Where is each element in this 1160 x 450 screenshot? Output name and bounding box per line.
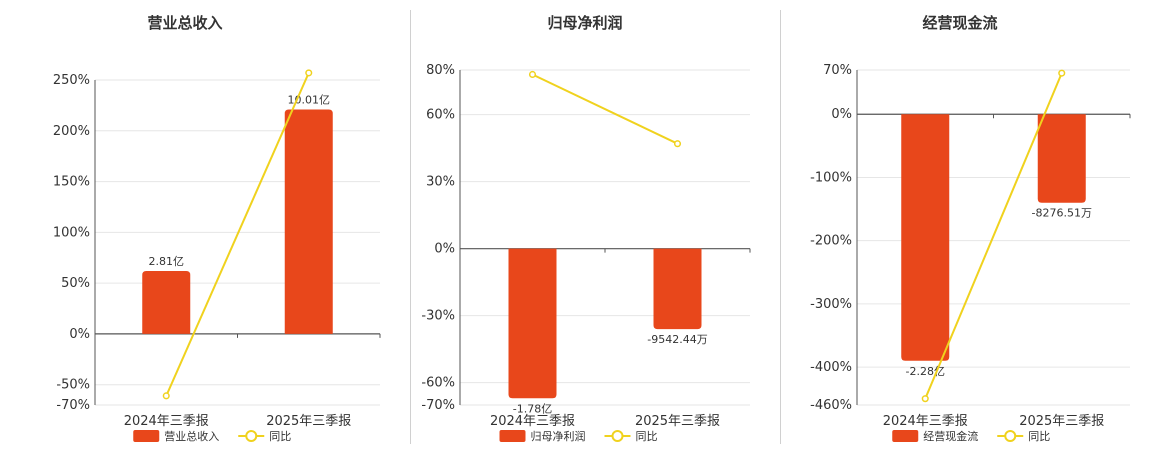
chart-svg-net-profit: 80% 60% 30% 0% -30% -60% -70% -1.78亿 -9542.44万 20… (421, 63, 751, 443)
y-tick-label: -60% (421, 376, 455, 391)
y-tick-label: -100% (810, 170, 852, 185)
legend-line-marker (611, 430, 624, 442)
chart-title: 归母净利润 (547, 14, 623, 32)
bar (901, 114, 950, 361)
x-category-label: 2024年三季报 (490, 414, 575, 429)
y-tick-label: -70% (56, 398, 90, 413)
x-category-label: 2024年三季报 (883, 414, 968, 429)
y-tick-label: 50% (61, 276, 90, 291)
panel-divider (780, 10, 781, 444)
legend-bar-swatch (133, 430, 160, 442)
y-tick-label: 250% (53, 73, 90, 88)
y-tick-label: 70% (823, 63, 852, 78)
bar (142, 270, 191, 334)
yoy-point (528, 70, 537, 79)
y-tick-label: -460% (810, 398, 852, 413)
yoy-line (924, 72, 1063, 400)
bar-data-label: -8276.51万 (1032, 207, 1092, 220)
y-tick-label: 200% (53, 124, 90, 139)
y-tick-label: 0% (831, 107, 852, 122)
x-category-label: 2025年三季报 (1019, 414, 1104, 429)
bar (1037, 114, 1086, 203)
chart-svg-cash-flow: 70%0%-100%-200%-300%-400%-460%-2.28亿-827… (810, 63, 1131, 443)
yoy-point (673, 140, 682, 148)
bar-data-label: 2.81亿 (149, 255, 185, 268)
yoy-point (162, 392, 170, 400)
y-tick-label: 150% (53, 175, 90, 190)
legend-line-label: 同比 (636, 430, 658, 443)
bar (284, 109, 333, 334)
legend-bar-label: 经营现金流 (923, 429, 978, 443)
yoy-point (1058, 69, 1066, 77)
legend-line-marker (1004, 430, 1017, 442)
bar (508, 248, 557, 399)
yoy-line (165, 72, 310, 397)
y-tick-label: 0% (69, 327, 90, 342)
y-tick-label: -400% (810, 360, 852, 375)
chart-title: 营业总收入 (147, 14, 223, 32)
panel-divider (410, 10, 411, 444)
y-tick-label: -70% (421, 398, 455, 413)
legend-bar-label: 归母净利润 (531, 429, 586, 443)
chart-panel-revenue: 营业总收入 250% 200% 150% 100% 50% 0% -50% -70% 2.81亿… (0, 0, 381, 450)
y-tick-label: -300% (810, 297, 852, 312)
x-category-label: 2024年三季报 (124, 414, 209, 429)
y-tick-label: 60% (426, 108, 455, 123)
y-tick-label: 30% (426, 175, 455, 190)
y-tick-label: -30% (421, 309, 455, 324)
chart-panel-cash-flow: 经营现金流 70% 0% -100% -200% -300% -400% -460% -2.2… (775, 0, 1145, 450)
y-tick-label: 0% (434, 242, 455, 257)
chart-title: 经营现金流 (922, 14, 998, 32)
legend-line-label: 同比 (269, 430, 291, 443)
y-tick-label: 100% (53, 225, 90, 240)
legend-bar-swatch (499, 430, 526, 442)
y-tick-label: -200% (810, 234, 852, 249)
yoy-point (921, 395, 929, 403)
bar-data-label: -9542.44万 (647, 333, 707, 346)
chart-svg-revenue: 250%200%150%100%50%0%-50%-70%2.81亿10.01亿… (53, 69, 381, 443)
y-tick-label: 80% (426, 63, 455, 78)
legend-line-marker (245, 430, 258, 442)
chart-panel-net-profit: 归母净利润 80% 60% 30% 0% -30% -60% -70% -1.78亿 -9542… (400, 0, 770, 450)
x-category-label: 2025年三季报 (266, 414, 351, 429)
y-tick-label: -50% (56, 378, 90, 393)
legend-line-label: 同比 (1028, 430, 1050, 443)
yoy-point (305, 69, 313, 77)
legend-bar-swatch (892, 430, 919, 442)
x-category-label: 2025年三季报 (635, 414, 720, 429)
legend-bar-label: 营业总收入 (164, 429, 219, 443)
bar (653, 248, 702, 330)
bar-data-label: -1.78亿 (513, 402, 552, 415)
yoy-line (532, 73, 678, 145)
